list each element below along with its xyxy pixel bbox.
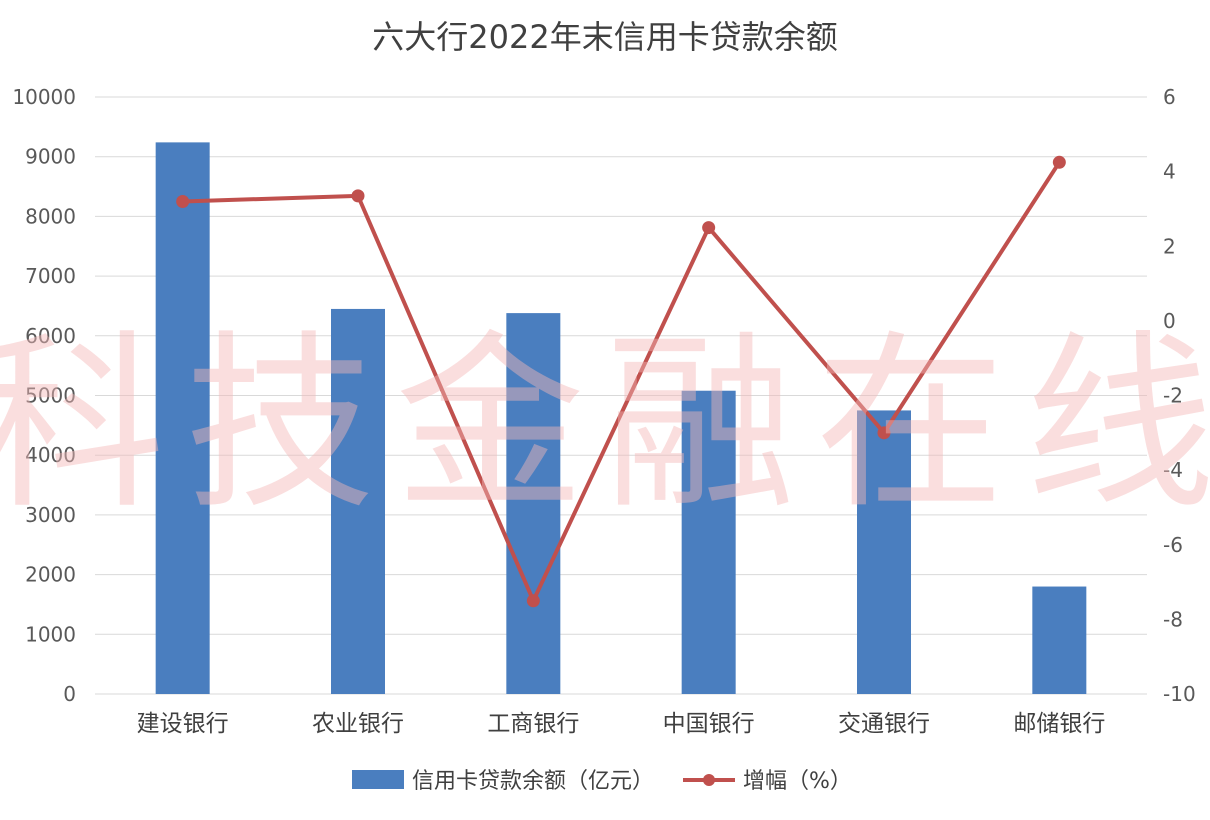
legend-bar-label: 信用卡贷款余额（亿元） [412,769,654,794]
left-axis-tick-label: 2000 [25,563,76,587]
watermark-text: 科技金融在线 [0,314,1210,535]
line-point [1052,155,1066,169]
left-axis-tick-label: 3000 [25,503,76,527]
left-axis-tick-label: 0 [63,682,76,706]
left-axis-ticks: 0 1000 2000 3000 4000 5000 6000 7000 8000 9000 100… [12,85,76,706]
category-label: 农业银行 [312,711,404,737]
line-point [351,189,365,203]
right-axis-tick-label: 4 [1163,160,1176,184]
category-label: 邮储银行 [1013,711,1105,737]
legend-line-marker [703,774,715,786]
gridlines [95,96,1147,695]
chart-title: 六大行2022年末信用卡贷款余额 [372,18,837,56]
bar [155,142,210,694]
right-axis-tick-label: -2 [1163,384,1183,408]
bar [1032,586,1087,694]
bar [506,313,561,694]
line-point [702,221,716,235]
right-axis-tick-label: -10 [1163,682,1196,706]
line-series [176,155,1066,608]
line-point [877,426,891,440]
right-axis-tick-label: -6 [1163,533,1183,557]
category-label: 建设银行 [137,711,229,737]
bar [857,410,911,694]
right-axis-ticks: -10 -8 -6 -4 -2 0 2 4 6 [1163,85,1196,706]
line-point [526,594,540,608]
bar-series [155,142,1087,694]
category-label: 中国银行 [663,711,755,737]
left-axis-tick-label: 10000 [12,85,76,109]
right-axis-tick-label: 6 [1163,85,1176,109]
right-axis-tick-label: 2 [1163,234,1176,258]
category-label: 交通银行 [838,711,930,737]
left-axis-tick-label: 7000 [25,264,76,288]
left-axis-tick-label: 4000 [25,443,76,467]
growth-line [182,161,1062,603]
left-axis-tick-label: 1000 [25,622,76,646]
line-point [176,194,190,208]
legend: 信用卡贷款余额（亿元） 增幅（%） [352,769,852,794]
bar [331,308,385,694]
category-label: 工商银行 [487,711,579,737]
legend-bar-swatch [352,770,404,789]
left-axis-tick-label: 8000 [25,204,76,228]
left-axis-tick-label: 6000 [25,324,76,348]
category-labels: 建设银行 农业银行 工商银行 中国银行 交通银行 邮储银行 [137,711,1106,737]
right-axis-tick-label: 0 [1163,309,1176,333]
right-axis-tick-label: -8 [1163,607,1183,631]
legend-line-label: 增幅（%） [743,769,852,794]
bar [681,390,736,694]
left-axis-tick-label: 5000 [25,384,76,408]
left-axis-tick-label: 9000 [25,145,76,169]
right-axis-tick-label: -4 [1163,458,1183,482]
